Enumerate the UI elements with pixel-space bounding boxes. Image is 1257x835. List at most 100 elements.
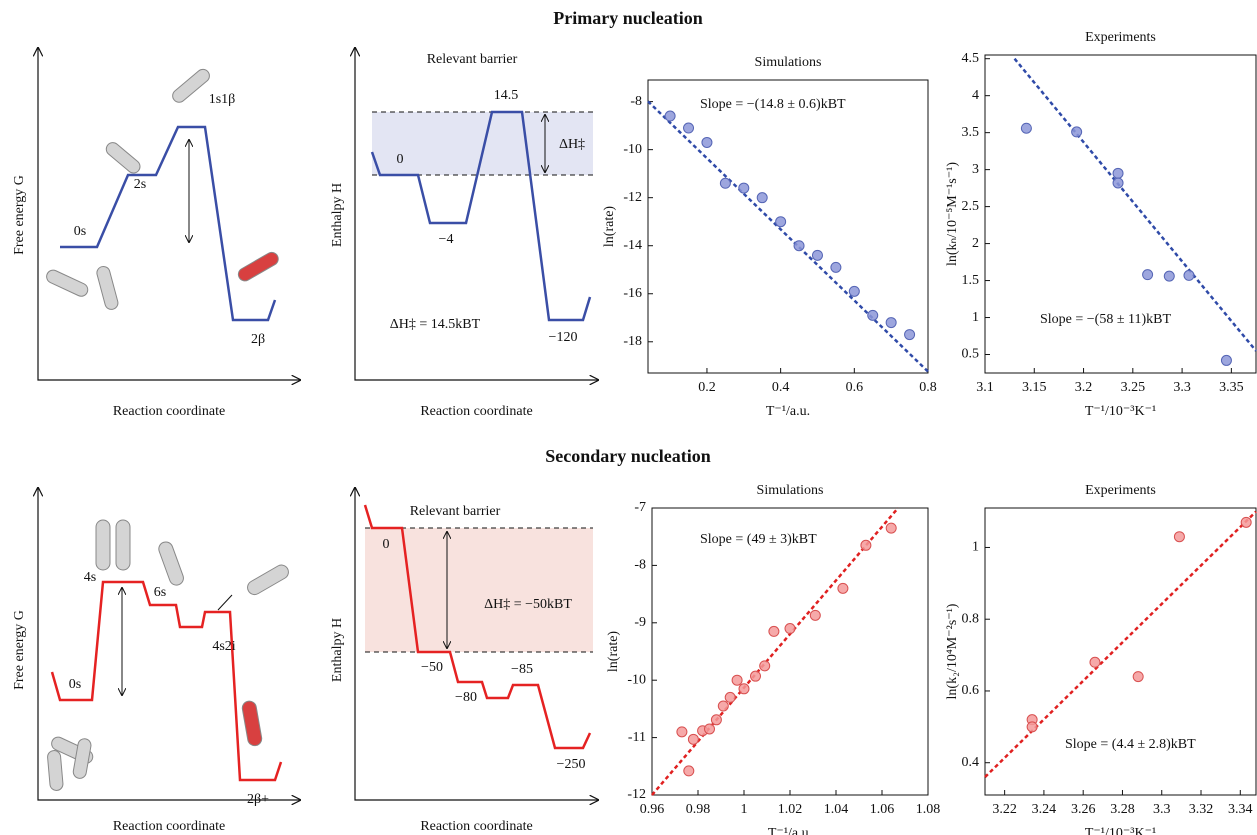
data-point xyxy=(683,765,695,777)
x-axis-label: Reaction coordinate xyxy=(113,819,225,834)
x-tick-label: 3.1 xyxy=(976,380,994,395)
y-tick-label: 2.5 xyxy=(962,199,980,214)
data-point xyxy=(719,177,731,189)
data-point xyxy=(664,110,676,122)
y-tick-label: 1 xyxy=(972,540,979,555)
panel-title: Experiments xyxy=(1085,30,1156,45)
barrier-label: ΔH‡ = −50kBT xyxy=(484,597,572,612)
data-point xyxy=(1089,656,1101,668)
data-point xyxy=(683,122,695,134)
state-label: −85 xyxy=(511,662,533,677)
data-point xyxy=(1132,671,1144,683)
energy-profile xyxy=(60,125,277,322)
data-point xyxy=(731,674,743,686)
y-axis-label: Free energy G xyxy=(12,610,27,690)
y-tick-label: -8 xyxy=(634,558,646,573)
molecule-icon xyxy=(95,519,111,571)
y-tick-label: -12 xyxy=(623,190,642,205)
molecule-icon xyxy=(96,265,119,310)
plot-frame xyxy=(647,79,929,374)
y-tick-label: 1.5 xyxy=(962,273,980,288)
data-point xyxy=(784,623,796,635)
data-point xyxy=(1026,721,1038,733)
axis xyxy=(38,488,300,800)
barrier-band xyxy=(365,528,593,652)
annotation: Slope = −(58 ± 11)kBT xyxy=(1040,312,1172,327)
plot-frame xyxy=(984,54,1257,374)
fit-line xyxy=(647,100,929,373)
y-axis-label: Enthalpy H xyxy=(330,183,345,247)
data-point xyxy=(738,182,750,194)
data-point xyxy=(724,691,736,703)
molecule-icons xyxy=(46,68,289,791)
x-tick-label: 3.24 xyxy=(1032,802,1057,817)
data-point xyxy=(1163,270,1175,282)
x-tick-label: 3.3 xyxy=(1173,380,1191,395)
x-tick-label: 1.04 xyxy=(824,802,849,817)
y-tick-label: 4.5 xyxy=(962,51,980,66)
axis xyxy=(38,48,300,380)
x-axis-label: Reaction coordinate xyxy=(420,819,532,834)
data-point xyxy=(768,625,780,637)
state-label: −4 xyxy=(439,232,454,247)
x-axis-label: T⁻¹/10⁻³K⁻¹ xyxy=(1085,404,1156,419)
y-axis-label: ln(rate) xyxy=(606,631,621,673)
x-tick-label: 3.35 xyxy=(1219,380,1244,395)
barrier-symbol: ΔH‡ xyxy=(559,137,585,152)
x-tick-label: 1 xyxy=(741,802,748,817)
x-axis-label: Reaction coordinate xyxy=(113,404,225,419)
panel-title: Simulations xyxy=(757,483,824,498)
x-tick-label: 3.32 xyxy=(1189,802,1214,817)
molecule-icon xyxy=(237,251,279,282)
y-tick-label: 3 xyxy=(972,162,979,177)
panel-title: Relevant barrier xyxy=(427,52,518,67)
molecule-icon xyxy=(46,269,89,297)
x-axis-label: Reaction coordinate xyxy=(420,404,532,419)
molecule-icon xyxy=(158,541,184,586)
data-point xyxy=(1071,126,1083,138)
data-point xyxy=(775,216,787,228)
data-point xyxy=(860,539,872,551)
data-point xyxy=(1220,354,1232,366)
y-tick-label: 0.8 xyxy=(962,611,980,626)
data-point xyxy=(1142,269,1154,281)
y-tick-label: -11 xyxy=(628,730,646,745)
state-label: 0 xyxy=(397,152,404,167)
y-axis-label: ln(kₙ/10⁻⁵M⁻¹s⁻¹) xyxy=(945,162,960,266)
y-tick-label: -16 xyxy=(623,286,642,301)
axis xyxy=(355,488,598,800)
data-point xyxy=(1112,167,1124,179)
molecule-icon xyxy=(115,519,131,571)
x-tick-label: 3.28 xyxy=(1110,802,1135,817)
state-label: 6s xyxy=(154,585,166,600)
data-point xyxy=(830,261,842,273)
x-tick-label: 1.06 xyxy=(870,802,895,817)
molecule-icon xyxy=(105,142,141,174)
state-label: −120 xyxy=(549,330,578,345)
x-tick-label: 0.98 xyxy=(686,802,711,817)
energy-profile xyxy=(363,504,592,750)
data-point xyxy=(704,723,715,735)
data-point xyxy=(1173,531,1185,543)
x-tick-label: 0.96 xyxy=(640,802,665,817)
x-axis-label: T⁻¹/10⁻³K⁻¹ xyxy=(1085,826,1156,835)
data-point xyxy=(676,726,688,738)
panel-title: Relevant barrier xyxy=(410,504,501,519)
y-tick-label: 4 xyxy=(972,88,979,103)
data-point xyxy=(687,733,699,745)
x-tick-label: 3.2 xyxy=(1075,380,1093,395)
data-point xyxy=(848,285,860,297)
state-label: −250 xyxy=(557,757,586,772)
section-title: Secondary nucleation xyxy=(545,446,711,466)
annotation: Slope = (4.4 ± 2.8)kBT xyxy=(1065,737,1196,752)
state-label: −50 xyxy=(421,660,443,675)
energy-profile xyxy=(50,580,283,782)
fit-line xyxy=(651,507,900,796)
x-tick-label: 1.02 xyxy=(778,802,803,817)
state-label: 4s2i xyxy=(212,639,235,654)
molecule-icon xyxy=(47,750,64,791)
data-point xyxy=(811,249,823,261)
data-point xyxy=(1183,269,1195,281)
state-label: 0s xyxy=(69,677,81,692)
